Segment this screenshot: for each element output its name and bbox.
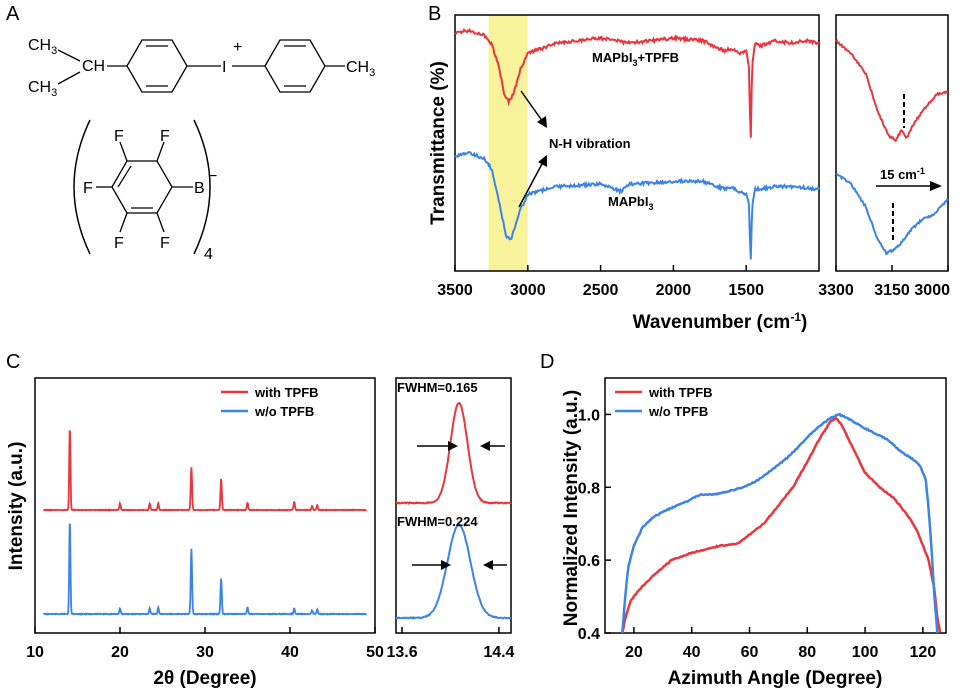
panel-letter-a: A — [6, 3, 20, 25]
ch3-bottom-label: CH3 — [28, 79, 57, 99]
c-legend-without-tpfb: w/o TPFB — [254, 404, 314, 419]
panel-b-ftir: 3500 3000 2500 2000 1500 3300 3150 3000 15 cm-… — [428, 14, 950, 333]
b-main-xtick-label-0: 3500 — [437, 282, 473, 299]
nh-arrow-top — [520, 90, 544, 123]
b-main-xtick-label-1: 3000 — [510, 282, 546, 299]
d-ytick-label-3: 1.0 — [578, 407, 600, 424]
fluorine-5: F — [160, 235, 170, 252]
c-inset-red-peak — [395, 401, 512, 506]
c-main-xtick-label-4: 50 — [366, 644, 384, 661]
ch-label: CH — [82, 58, 105, 75]
d-ytick-label-0: 0.4 — [578, 626, 600, 643]
fluorine-3: F — [83, 180, 93, 197]
d-series-with-tpfb-line — [621, 416, 942, 634]
fluorine-1: F — [114, 128, 124, 145]
b-main-xtick-label-2: 2500 — [583, 282, 619, 299]
b-inset-blue-line — [835, 172, 949, 256]
c-main-xtick-label-1: 20 — [111, 644, 129, 661]
ch3-right-label: CH3 — [346, 59, 375, 79]
b-inset-shift-label: 15 cm-1 — [880, 166, 925, 182]
iodine-label: I — [222, 59, 226, 76]
panel-d-azimuth: 20 40 60 80 100 120 0.4 0.6 0.8 1.0 with TPFB w/o… — [561, 377, 947, 689]
nh-vibration-label: N-H vibration — [549, 136, 631, 151]
d-xlabel: Azimuth Angle (Degree) — [668, 668, 883, 689]
d-ytick-label-2: 0.8 — [578, 480, 600, 497]
d-xtick-label-1: 40 — [683, 644, 701, 661]
b-series-mapbi3-line — [454, 151, 820, 260]
d-series-without-tpfb-line — [621, 412, 939, 634]
d-xtick-label-3: 80 — [798, 644, 816, 661]
c-legend-with-tpfb: with TPFB — [254, 385, 319, 400]
left-paren — [73, 119, 91, 255]
c-legend: with TPFB w/o TPFB — [221, 385, 319, 419]
b-legend-mapbi3: MAPbI3 — [608, 194, 653, 212]
b-xlabel: Wavenumber (cm-1) — [633, 310, 808, 333]
d-xtick-label-5: 120 — [910, 644, 937, 661]
b-inset-xtick-label-1: 3150 — [874, 282, 910, 299]
c-inset-fwhm-blue: FWHM=0.224 — [397, 514, 478, 529]
c-inset-fwhm-red: FWHM=0.165 — [397, 380, 478, 395]
anion-charge: − — [208, 168, 217, 185]
c-xlabel: 2θ (Degree) — [153, 668, 256, 689]
c-ylabel: Intensity (a.u.) — [6, 442, 27, 571]
panel-letter-b: B — [428, 3, 441, 25]
b-ylabel: Transmittance (%) — [428, 61, 449, 225]
d-legend-with-tpfb: with TPFB — [648, 385, 713, 400]
nh-arrow-bottom — [518, 161, 544, 208]
d-ytick-label-1: 0.6 — [578, 553, 600, 570]
benzene-ring-right — [264, 39, 326, 93]
cation-charge: + — [233, 39, 242, 56]
c-inset-fwhm-arrows — [412, 441, 507, 570]
right-paren — [193, 119, 211, 255]
d-legend: with TPFB w/o TPFB — [615, 385, 713, 419]
b-main-xtick-label-4: 1500 — [728, 282, 764, 299]
d-legend-without-tpfb: w/o TPFB — [648, 404, 708, 419]
b-main-frame — [454, 14, 820, 272]
pentafluorophenyl-ring — [96, 141, 193, 233]
d-ylabel: Normalized Intensity (a.u.) — [561, 390, 582, 626]
d-xtick-label-4: 100 — [852, 644, 879, 661]
anion-count: 4 — [204, 246, 213, 263]
c-series-without-tpfb-line — [42, 523, 368, 616]
panel-letter-c: C — [6, 351, 20, 373]
c-main-xtick-label-0: 10 — [26, 644, 44, 661]
ch3-top-label: CH3 — [28, 37, 57, 57]
b-series-mapbi3-tpfb-line — [454, 27, 820, 138]
molecule-structure: CH3 CH CH3 I + CH3 — [28, 37, 375, 263]
panel-c-xrd: 10 20 30 40 50 13.6 14.4 with TPFB w/o TPFB F… — [6, 377, 515, 689]
fluorine-4: F — [114, 235, 124, 252]
b-inset-frame — [835, 14, 949, 272]
c-inset-frame — [395, 377, 512, 634]
c-main-xtick-label-2: 30 — [196, 644, 214, 661]
nh-arrowhead-bottom — [538, 155, 547, 167]
b-inset-xtick-label-0: 3300 — [818, 282, 854, 299]
b-legend-mapbi3-tpfb: MAPbI3+TPFB — [592, 50, 679, 68]
b-inset-shift-arrowhead — [930, 181, 942, 191]
c-inset-xtick-label-0: 13.6 — [386, 644, 417, 661]
c-inset-xtick-label-1: 14.4 — [483, 644, 514, 661]
d-xtick-label-2: 60 — [741, 644, 759, 661]
c-main-frame — [34, 377, 376, 634]
c-inset-blue-peak — [395, 523, 512, 620]
benzene-ring-left — [126, 39, 188, 93]
b-inset-xtick-label-2: 3000 — [914, 282, 950, 299]
nh-arrowhead-top — [537, 116, 547, 128]
b-inset-red-line — [835, 39, 949, 143]
c-main-xtick-label-3: 40 — [281, 644, 299, 661]
fluorine-2: F — [160, 128, 170, 145]
panel-letter-d: D — [540, 351, 554, 373]
nh-highlight-band — [488, 15, 528, 271]
d-frame — [604, 377, 947, 634]
b-main-xtick-label-3: 2000 — [656, 282, 692, 299]
d-xtick-label-0: 20 — [625, 644, 643, 661]
c-series-with-tpfb-line — [43, 430, 367, 512]
boron-label: B — [194, 180, 205, 197]
